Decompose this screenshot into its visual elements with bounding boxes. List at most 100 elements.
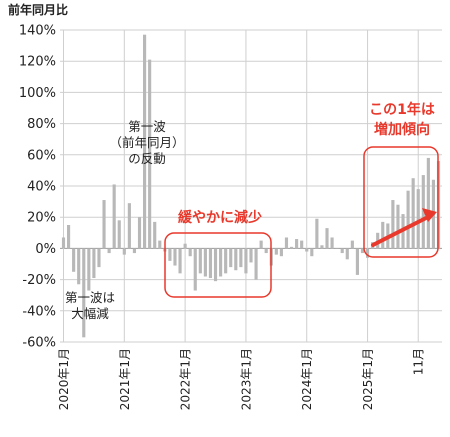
x-tick-label: 2025年1月 — [361, 348, 375, 410]
y-tick-label: 80% — [27, 117, 56, 132]
bar — [340, 248, 344, 254]
bar — [355, 248, 359, 275]
bar — [112, 184, 116, 249]
bar — [102, 200, 106, 249]
y-tick-label: 40% — [27, 180, 56, 195]
bar — [148, 59, 152, 249]
x-tick-label: 2023年1月 — [239, 348, 253, 410]
annotation-recent-year-line-1: この1年は — [369, 101, 435, 118]
grid-lines — [60, 29, 442, 343]
annotation-left-drop: 第一波は 大幅減 — [65, 290, 115, 321]
bar — [213, 248, 218, 282]
annotation-gradual-decline-box — [164, 232, 272, 298]
annotation-rebound-line-3: の反動 — [128, 151, 166, 166]
bar — [254, 248, 258, 280]
annotation-left-drop-line-2: 大幅減 — [71, 306, 109, 321]
bar — [300, 240, 304, 249]
bar — [284, 237, 289, 249]
trend-arrow-shaft — [371, 215, 430, 247]
bar — [406, 190, 410, 249]
bar — [122, 248, 126, 255]
bar — [421, 175, 425, 249]
y-tick-label: -60% — [22, 336, 56, 351]
bar — [360, 248, 365, 254]
bar — [229, 248, 233, 268]
bar — [325, 228, 329, 249]
bar — [137, 217, 142, 249]
bar — [193, 248, 197, 291]
bar — [178, 248, 182, 274]
bar — [239, 248, 243, 268]
bar — [224, 248, 228, 274]
bar — [219, 248, 223, 277]
x-axis: 2020年1月 2021年1月 2022年1月 2023年1月 2024年1月 2025年… — [57, 348, 426, 410]
annotation-gradual-decline-label: 緩やかに減少 — [178, 209, 262, 226]
annotation-recent-year-line-2: 増加傾向 — [374, 121, 430, 138]
annotation-rebound-line-1: 第一波 — [128, 119, 166, 134]
annotation-left-drop-line-1: 第一波は — [65, 290, 115, 305]
bar — [365, 248, 370, 258]
bar — [173, 248, 177, 266]
bar — [188, 248, 192, 257]
x-tick-label: 11月 — [412, 348, 426, 375]
x-tick-label: 2022年1月 — [179, 348, 193, 410]
bar — [234, 248, 238, 271]
y-tick-label: 60% — [27, 148, 56, 163]
bar — [381, 221, 385, 249]
bar — [92, 248, 96, 279]
bar — [279, 248, 283, 257]
y-tick-label: 0% — [35, 242, 56, 257]
annotation-recent-year-box — [363, 146, 439, 258]
y-tick-label: 140% — [19, 24, 56, 39]
bar — [335, 248, 339, 249]
bar — [249, 248, 253, 263]
annotation-recent-year: この1年は 増加傾向 — [363, 101, 439, 258]
bar — [66, 225, 71, 249]
bar — [295, 239, 299, 249]
bar — [320, 245, 324, 249]
annotation-rebound: 第一波 （前年同月） の反動 — [109, 119, 184, 166]
x-tick-label: 2020年1月 — [57, 348, 71, 410]
bar — [183, 243, 187, 249]
bar — [350, 240, 354, 249]
y-tick-label: -40% — [22, 304, 56, 319]
trend-arrow-head — [422, 208, 437, 222]
bar — [203, 248, 207, 277]
x-tick-label: 2021年1月 — [118, 348, 132, 410]
y-axis: 140% 120% 100% 80% 60% 40% 20% 0% -20% -40% -60% — [19, 24, 56, 351]
annotation-gradual-decline: 緩やかに減少 — [164, 209, 272, 298]
y-tick-label: -20% — [22, 273, 56, 288]
bar — [208, 248, 213, 279]
bar — [72, 248, 76, 272]
bar — [274, 248, 278, 255]
x-tick-label: 2024年1月 — [300, 348, 314, 410]
bar — [97, 248, 101, 268]
bar — [289, 246, 294, 249]
bar — [305, 248, 309, 252]
bar — [87, 248, 91, 291]
bar — [143, 34, 147, 249]
bar — [198, 248, 202, 274]
bar — [411, 178, 415, 249]
bar — [153, 221, 157, 249]
annotation-rebound-line-2: （前年同月） — [109, 135, 184, 150]
bar — [158, 240, 162, 249]
bar — [391, 200, 395, 249]
bar — [330, 237, 334, 249]
bar — [264, 248, 268, 254]
bar — [77, 248, 81, 285]
bar — [345, 248, 349, 260]
y-tick-label: 20% — [27, 211, 56, 226]
bar — [107, 248, 111, 254]
bar — [259, 240, 263, 249]
bar — [168, 248, 172, 261]
bar — [82, 248, 86, 338]
bar — [127, 203, 131, 249]
bar — [315, 218, 319, 249]
bar — [132, 248, 137, 254]
bar — [117, 220, 121, 249]
bar — [244, 248, 248, 274]
y-tick-label: 120% — [19, 55, 56, 70]
y-axis-unit: 前年同月比 — [8, 2, 68, 17]
